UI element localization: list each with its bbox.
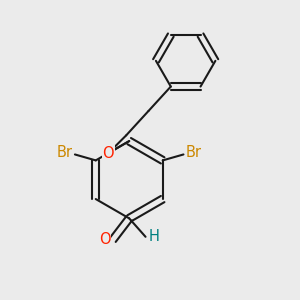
Text: O: O: [103, 146, 114, 161]
Text: O: O: [99, 232, 110, 247]
Text: Br: Br: [185, 146, 201, 160]
Text: Br: Br: [57, 146, 73, 160]
Text: H: H: [148, 229, 159, 244]
